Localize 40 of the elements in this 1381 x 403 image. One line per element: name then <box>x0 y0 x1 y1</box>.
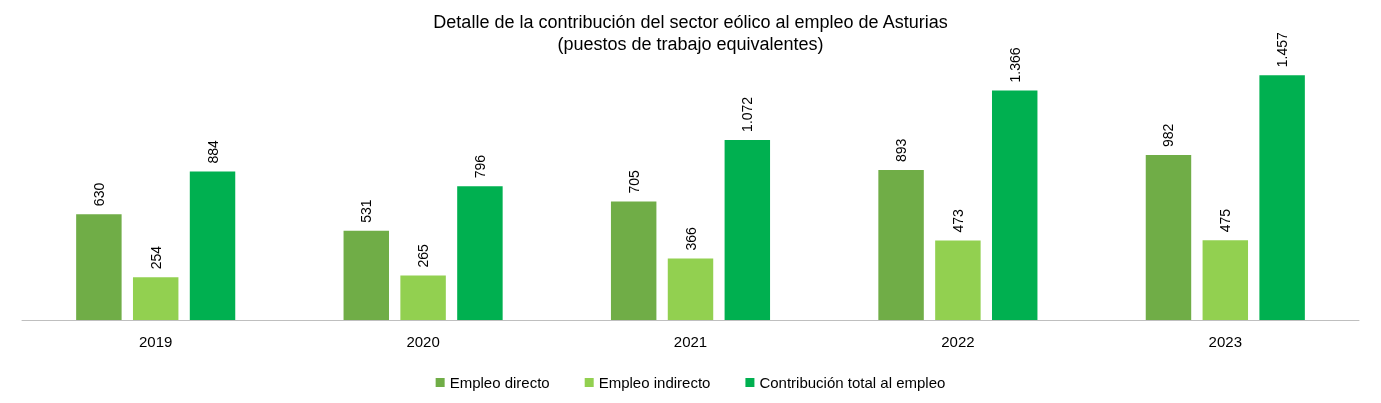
bar <box>935 240 981 320</box>
data-label: 982 <box>1160 123 1177 148</box>
bar <box>343 230 390 320</box>
x-tick-label: 2020 <box>406 333 440 350</box>
x-tick-label: 2022 <box>941 333 975 350</box>
data-label: 531 <box>358 199 375 223</box>
data-label: 630 <box>90 182 107 207</box>
data-label: 893 <box>893 138 910 162</box>
data-label: 475 <box>1217 208 1234 233</box>
bar <box>1259 75 1305 320</box>
bar <box>400 275 446 320</box>
x-tick-label: 2023 <box>1208 333 1242 350</box>
x-tick-label: 2021 <box>673 333 708 350</box>
legend-label: Contribución total al empleo <box>759 374 946 391</box>
data-label: 1.457 <box>1274 31 1291 68</box>
x-tick-label: 2019 <box>139 333 173 350</box>
bar <box>991 90 1038 320</box>
bar <box>132 277 179 320</box>
data-label: 1.072 <box>739 96 756 132</box>
bar <box>1145 155 1192 320</box>
bar <box>189 171 236 320</box>
legend-label: Empleo indirecto <box>598 374 711 391</box>
chart-subtitle: (puestos de trabajo equivalentes) <box>557 34 824 54</box>
data-label: 705 <box>625 169 642 194</box>
bar <box>610 201 657 320</box>
chart-title: Detalle de la contribución del sector eólico al empleo de Asturias <box>433 12 948 32</box>
data-label: 366 <box>682 226 699 251</box>
legend-label: Empleo directo <box>449 374 550 391</box>
data-label: 796 <box>471 154 488 179</box>
bar <box>724 139 771 320</box>
data-label: 265 <box>415 243 432 268</box>
data-label: 1.366 <box>1006 47 1023 83</box>
bar <box>1202 240 1249 320</box>
bar <box>667 258 714 320</box>
bar <box>76 214 122 320</box>
data-label: 254 <box>147 245 164 270</box>
data-label: 884 <box>204 139 221 164</box>
bar <box>878 169 924 320</box>
data-label: 473 <box>949 208 966 233</box>
bar <box>457 186 503 320</box>
